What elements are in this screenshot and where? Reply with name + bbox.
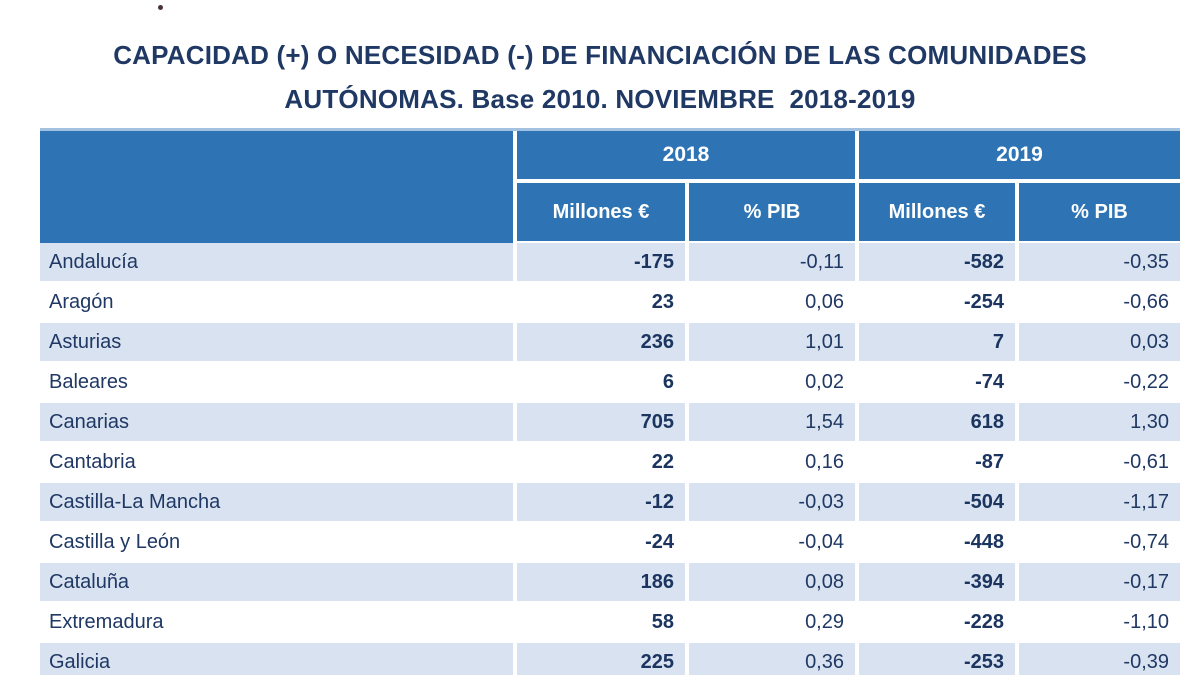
pib-2019-cell: -0,35 (1015, 243, 1180, 283)
year-header-2018: 2018 (513, 131, 855, 183)
pib-2018-cell: 0,08 (685, 563, 855, 603)
region-cell: Extremadura (40, 603, 513, 643)
millones-2019-cell: -254 (855, 283, 1015, 323)
millones-2019-cell: -228 (855, 603, 1015, 643)
subheader-pib-2019: % PIB (1015, 183, 1180, 243)
table-row: Cantabria 22 0,16 -87 -0,61 (40, 443, 1180, 483)
pib-2018-cell: -0,03 (685, 483, 855, 523)
subheader-millones-2019: Millones € (855, 183, 1015, 243)
table-row: Galicia 225 0,36 -253 -0,39 (40, 643, 1180, 675)
table-row: Asturias 236 1,01 7 0,03 (40, 323, 1180, 363)
millones-2018-cell: 186 (513, 563, 685, 603)
year-header-row: 2018 2019 (40, 131, 1180, 243)
millones-2018-cell: 225 (513, 643, 685, 675)
pib-2019-cell: -0,66 (1015, 283, 1180, 323)
region-cell: Asturias (40, 323, 513, 363)
region-column-header (40, 131, 513, 243)
millones-2019-cell: -504 (855, 483, 1015, 523)
millones-2019-cell: 618 (855, 403, 1015, 443)
millones-2018-cell: 23 (513, 283, 685, 323)
table-row: Extremadura 58 0,29 -228 -1,10 (40, 603, 1180, 643)
subheader-millones-2018: Millones € (513, 183, 685, 243)
millones-2018-cell: 58 (513, 603, 685, 643)
table-row: Aragón 23 0,06 -254 -0,66 (40, 283, 1180, 323)
table-row: Castilla y León -24 -0,04 -448 -0,74 (40, 523, 1180, 563)
page-title: CAPACIDAD (+) O NECESIDAD (-) DE FINANCI… (0, 33, 1200, 121)
title-line-1: CAPACIDAD (+) O NECESIDAD (-) DE FINANCI… (113, 40, 1087, 70)
millones-2019-cell: -582 (855, 243, 1015, 283)
millones-2018-cell: -24 (513, 523, 685, 563)
financing-table: 2018 2019 Millones € % PIB Millones € % … (40, 128, 1180, 675)
region-cell: Baleares (40, 363, 513, 403)
stray-dot (158, 5, 163, 10)
pib-2018-cell: 1,54 (685, 403, 855, 443)
pib-2019-cell: -1,17 (1015, 483, 1180, 523)
millones-2019-cell: -253 (855, 643, 1015, 675)
pib-2019-cell: -0,61 (1015, 443, 1180, 483)
pib-2018-cell: 1,01 (685, 323, 855, 363)
pib-2018-cell: -0,04 (685, 523, 855, 563)
pib-2018-cell: -0,11 (685, 243, 855, 283)
subheader-pib-2018: % PIB (685, 183, 855, 243)
pib-2018-cell: 0,29 (685, 603, 855, 643)
pib-2018-cell: 0,16 (685, 443, 855, 483)
region-cell: Cataluña (40, 563, 513, 603)
pib-2019-cell: -0,74 (1015, 523, 1180, 563)
table-row: Canarias 705 1,54 618 1,30 (40, 403, 1180, 443)
pib-2019-cell: -0,39 (1015, 643, 1180, 675)
pib-2019-cell: -0,22 (1015, 363, 1180, 403)
region-cell: Aragón (40, 283, 513, 323)
millones-2018-cell: -12 (513, 483, 685, 523)
region-cell: Castilla y León (40, 523, 513, 563)
pib-2018-cell: 0,36 (685, 643, 855, 675)
region-cell: Andalucía (40, 243, 513, 283)
pib-2019-cell: -0,17 (1015, 563, 1180, 603)
millones-2018-cell: 236 (513, 323, 685, 363)
millones-2018-cell: 6 (513, 363, 685, 403)
year-header-2019: 2019 (855, 131, 1180, 183)
pib-2018-cell: 0,02 (685, 363, 855, 403)
millones-2018-cell: 705 (513, 403, 685, 443)
table-row: Cataluña 186 0,08 -394 -0,17 (40, 563, 1180, 603)
pib-2019-cell: -1,10 (1015, 603, 1180, 643)
millones-2019-cell: -87 (855, 443, 1015, 483)
table-row: Castilla-La Mancha -12 -0,03 -504 -1,17 (40, 483, 1180, 523)
table-row: Baleares 6 0,02 -74 -0,22 (40, 363, 1180, 403)
millones-2019-cell: -448 (855, 523, 1015, 563)
pib-2019-cell: 1,30 (1015, 403, 1180, 443)
region-cell: Canarias (40, 403, 513, 443)
millones-2018-cell: 22 (513, 443, 685, 483)
region-cell: Cantabria (40, 443, 513, 483)
millones-2019-cell: 7 (855, 323, 1015, 363)
title-line-2: AUTÓNOMAS. Base 2010. NOVIEMBRE 2018-201… (284, 84, 916, 114)
region-cell: Castilla-La Mancha (40, 483, 513, 523)
millones-2018-cell: -175 (513, 243, 685, 283)
table-row: Andalucía -175 -0,11 -582 -0,35 (40, 243, 1180, 283)
pib-2018-cell: 0,06 (685, 283, 855, 323)
millones-2019-cell: -394 (855, 563, 1015, 603)
millones-2019-cell: -74 (855, 363, 1015, 403)
sub-header-row: Millones € % PIB Millones € % PIB (40, 183, 1180, 243)
pib-2019-cell: 0,03 (1015, 323, 1180, 363)
region-cell: Galicia (40, 643, 513, 675)
